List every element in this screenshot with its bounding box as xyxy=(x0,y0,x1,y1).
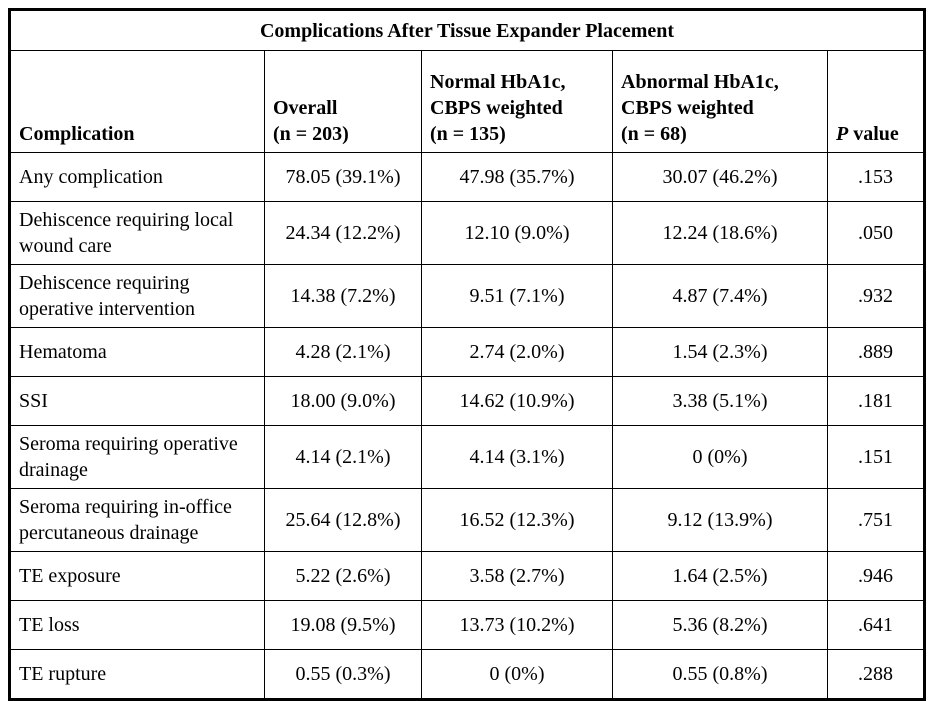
cell-abnormal-hba1c: 30.07 (46.2%) xyxy=(612,152,828,202)
cell-abnormal-hba1c: 1.64 (2.5%) xyxy=(612,551,828,601)
cell-p-value: .932 xyxy=(826,264,926,328)
cell-p-value: .889 xyxy=(826,327,926,377)
cell-complication: TE rupture xyxy=(9,649,265,700)
table-title: Complications After Tissue Expander Plac… xyxy=(8,9,926,51)
complications-table: Complications After Tissue Expander Plac… xyxy=(8,8,927,701)
col-header-overall: Overall (n = 203) xyxy=(264,50,422,153)
cell-p-value: .288 xyxy=(826,649,926,700)
table-row: SSI 18.00 (9.0%) 14.62 (10.9%) 3.38 (5.1%).… xyxy=(9,376,926,426)
cell-normal-hba1c: 12.10 (9.0%) xyxy=(421,201,613,265)
table-row: Hematoma 4.28 (2.1%) 2.74 (2.0%) 1.54 (2.3%… xyxy=(9,327,926,377)
col-header-complication: Complication xyxy=(9,50,265,153)
cell-p-value: .946 xyxy=(826,551,926,601)
cell-complication: Dehiscence requiring local wound care xyxy=(9,201,265,265)
cell-normal-hba1c: 2.74 (2.0%) xyxy=(421,327,613,377)
cell-complication: Any complication xyxy=(9,152,265,202)
cell-p-value: .153 xyxy=(826,152,926,202)
cell-abnormal-hba1c: 5.36 (8.2%) xyxy=(612,600,828,650)
title-row: Complications After Tissue Expander Plac… xyxy=(8,9,926,51)
cell-overall: 4.14 (2.1%) xyxy=(264,425,422,489)
cell-abnormal-hba1c: 3.38 (5.1%) xyxy=(612,376,828,426)
cell-normal-hba1c: 0 (0%) xyxy=(421,649,613,700)
table-row: TE loss 19.08 (9.5%) 13.73 (10.2%) 5.36 (8.… xyxy=(9,600,926,650)
cell-complication: TE loss xyxy=(9,600,265,650)
cell-p-value: .641 xyxy=(826,600,926,650)
cell-normal-hba1c: 13.73 (10.2%) xyxy=(421,600,613,650)
cell-overall: 18.00 (9.0%) xyxy=(264,376,422,426)
table-body: Any complication 78.05 (39.1%) 47.98 (35.7… xyxy=(9,152,926,700)
cell-normal-hba1c: 9.51 (7.1%) xyxy=(421,264,613,328)
table-row: Seroma requiring in-office percutaneous … xyxy=(9,488,926,552)
cell-overall: 4.28 (2.1%) xyxy=(264,327,422,377)
cell-normal-hba1c: 14.62 (10.9%) xyxy=(421,376,613,426)
cell-complication: TE exposure xyxy=(9,551,265,601)
cell-overall: 14.38 (7.2%) xyxy=(264,264,422,328)
page: Complications After Tissue Expander Plac… xyxy=(8,8,927,701)
cell-complication: Dehiscence requiring operative intervent… xyxy=(9,264,265,328)
col-header-normal-hba1c: Normal HbA1c, CBPS weighted (n = 135) xyxy=(421,50,613,153)
cell-complication: Seroma requiring operative drainage xyxy=(9,425,265,489)
cell-p-value: .151 xyxy=(826,425,926,489)
p-value-header-rest: value xyxy=(848,123,899,145)
cell-normal-hba1c: 3.58 (2.7%) xyxy=(421,551,613,601)
cell-abnormal-hba1c: 0 (0%) xyxy=(612,425,828,489)
table-row: Seroma requiring operative drainage 4.14 … xyxy=(9,425,926,489)
cell-normal-hba1c: 47.98 (35.7%) xyxy=(421,152,613,202)
cell-overall: 24.34 (12.2%) xyxy=(264,201,422,265)
cell-overall: 19.08 (9.5%) xyxy=(264,600,422,650)
cell-overall: 25.64 (12.8%) xyxy=(264,488,422,552)
cell-abnormal-hba1c: 1.54 (2.3%) xyxy=(612,327,828,377)
cell-abnormal-hba1c: 12.24 (18.6%) xyxy=(612,201,828,265)
cell-overall: 5.22 (2.6%) xyxy=(264,551,422,601)
table-row: Dehiscence requiring local wound care 24.… xyxy=(9,201,926,265)
cell-overall: 78.05 (39.1%) xyxy=(264,152,422,202)
cell-p-value: .751 xyxy=(826,488,926,552)
cell-abnormal-hba1c: 0.55 (0.8%) xyxy=(612,649,828,700)
col-header-p-value: P value xyxy=(826,50,926,153)
p-value-header-italic-p: P xyxy=(836,123,849,145)
cell-complication: Hematoma xyxy=(9,327,265,377)
cell-p-value: .050 xyxy=(826,201,926,265)
cell-complication: SSI xyxy=(9,376,265,426)
col-header-abnormal-hba1c: Abnormal HbA1c, CBPS weighted (n = 68) xyxy=(612,50,828,153)
table-row: Dehiscence requiring operative intervent… xyxy=(9,264,926,328)
table-row: TE exposure 5.22 (2.6%) 3.58 (2.7%) 1.64 (2… xyxy=(9,551,926,601)
cell-p-value: .181 xyxy=(826,376,926,426)
table-row: TE rupture 0.55 (0.3%) 0 (0%) 0.55 (0.8%) .2… xyxy=(9,649,926,700)
cell-complication: Seroma requiring in-office percutaneous … xyxy=(9,488,265,552)
cell-abnormal-hba1c: 9.12 (13.9%) xyxy=(612,488,828,552)
cell-abnormal-hba1c: 4.87 (7.4%) xyxy=(612,264,828,328)
table-row: Any complication 78.05 (39.1%) 47.98 (35.7… xyxy=(9,152,926,202)
header-row: Complication Overall (n = 203) Normal Hb… xyxy=(9,50,926,153)
cell-overall: 0.55 (0.3%) xyxy=(264,649,422,700)
cell-normal-hba1c: 4.14 (3.1%) xyxy=(421,425,613,489)
cell-normal-hba1c: 16.52 (12.3%) xyxy=(421,488,613,552)
